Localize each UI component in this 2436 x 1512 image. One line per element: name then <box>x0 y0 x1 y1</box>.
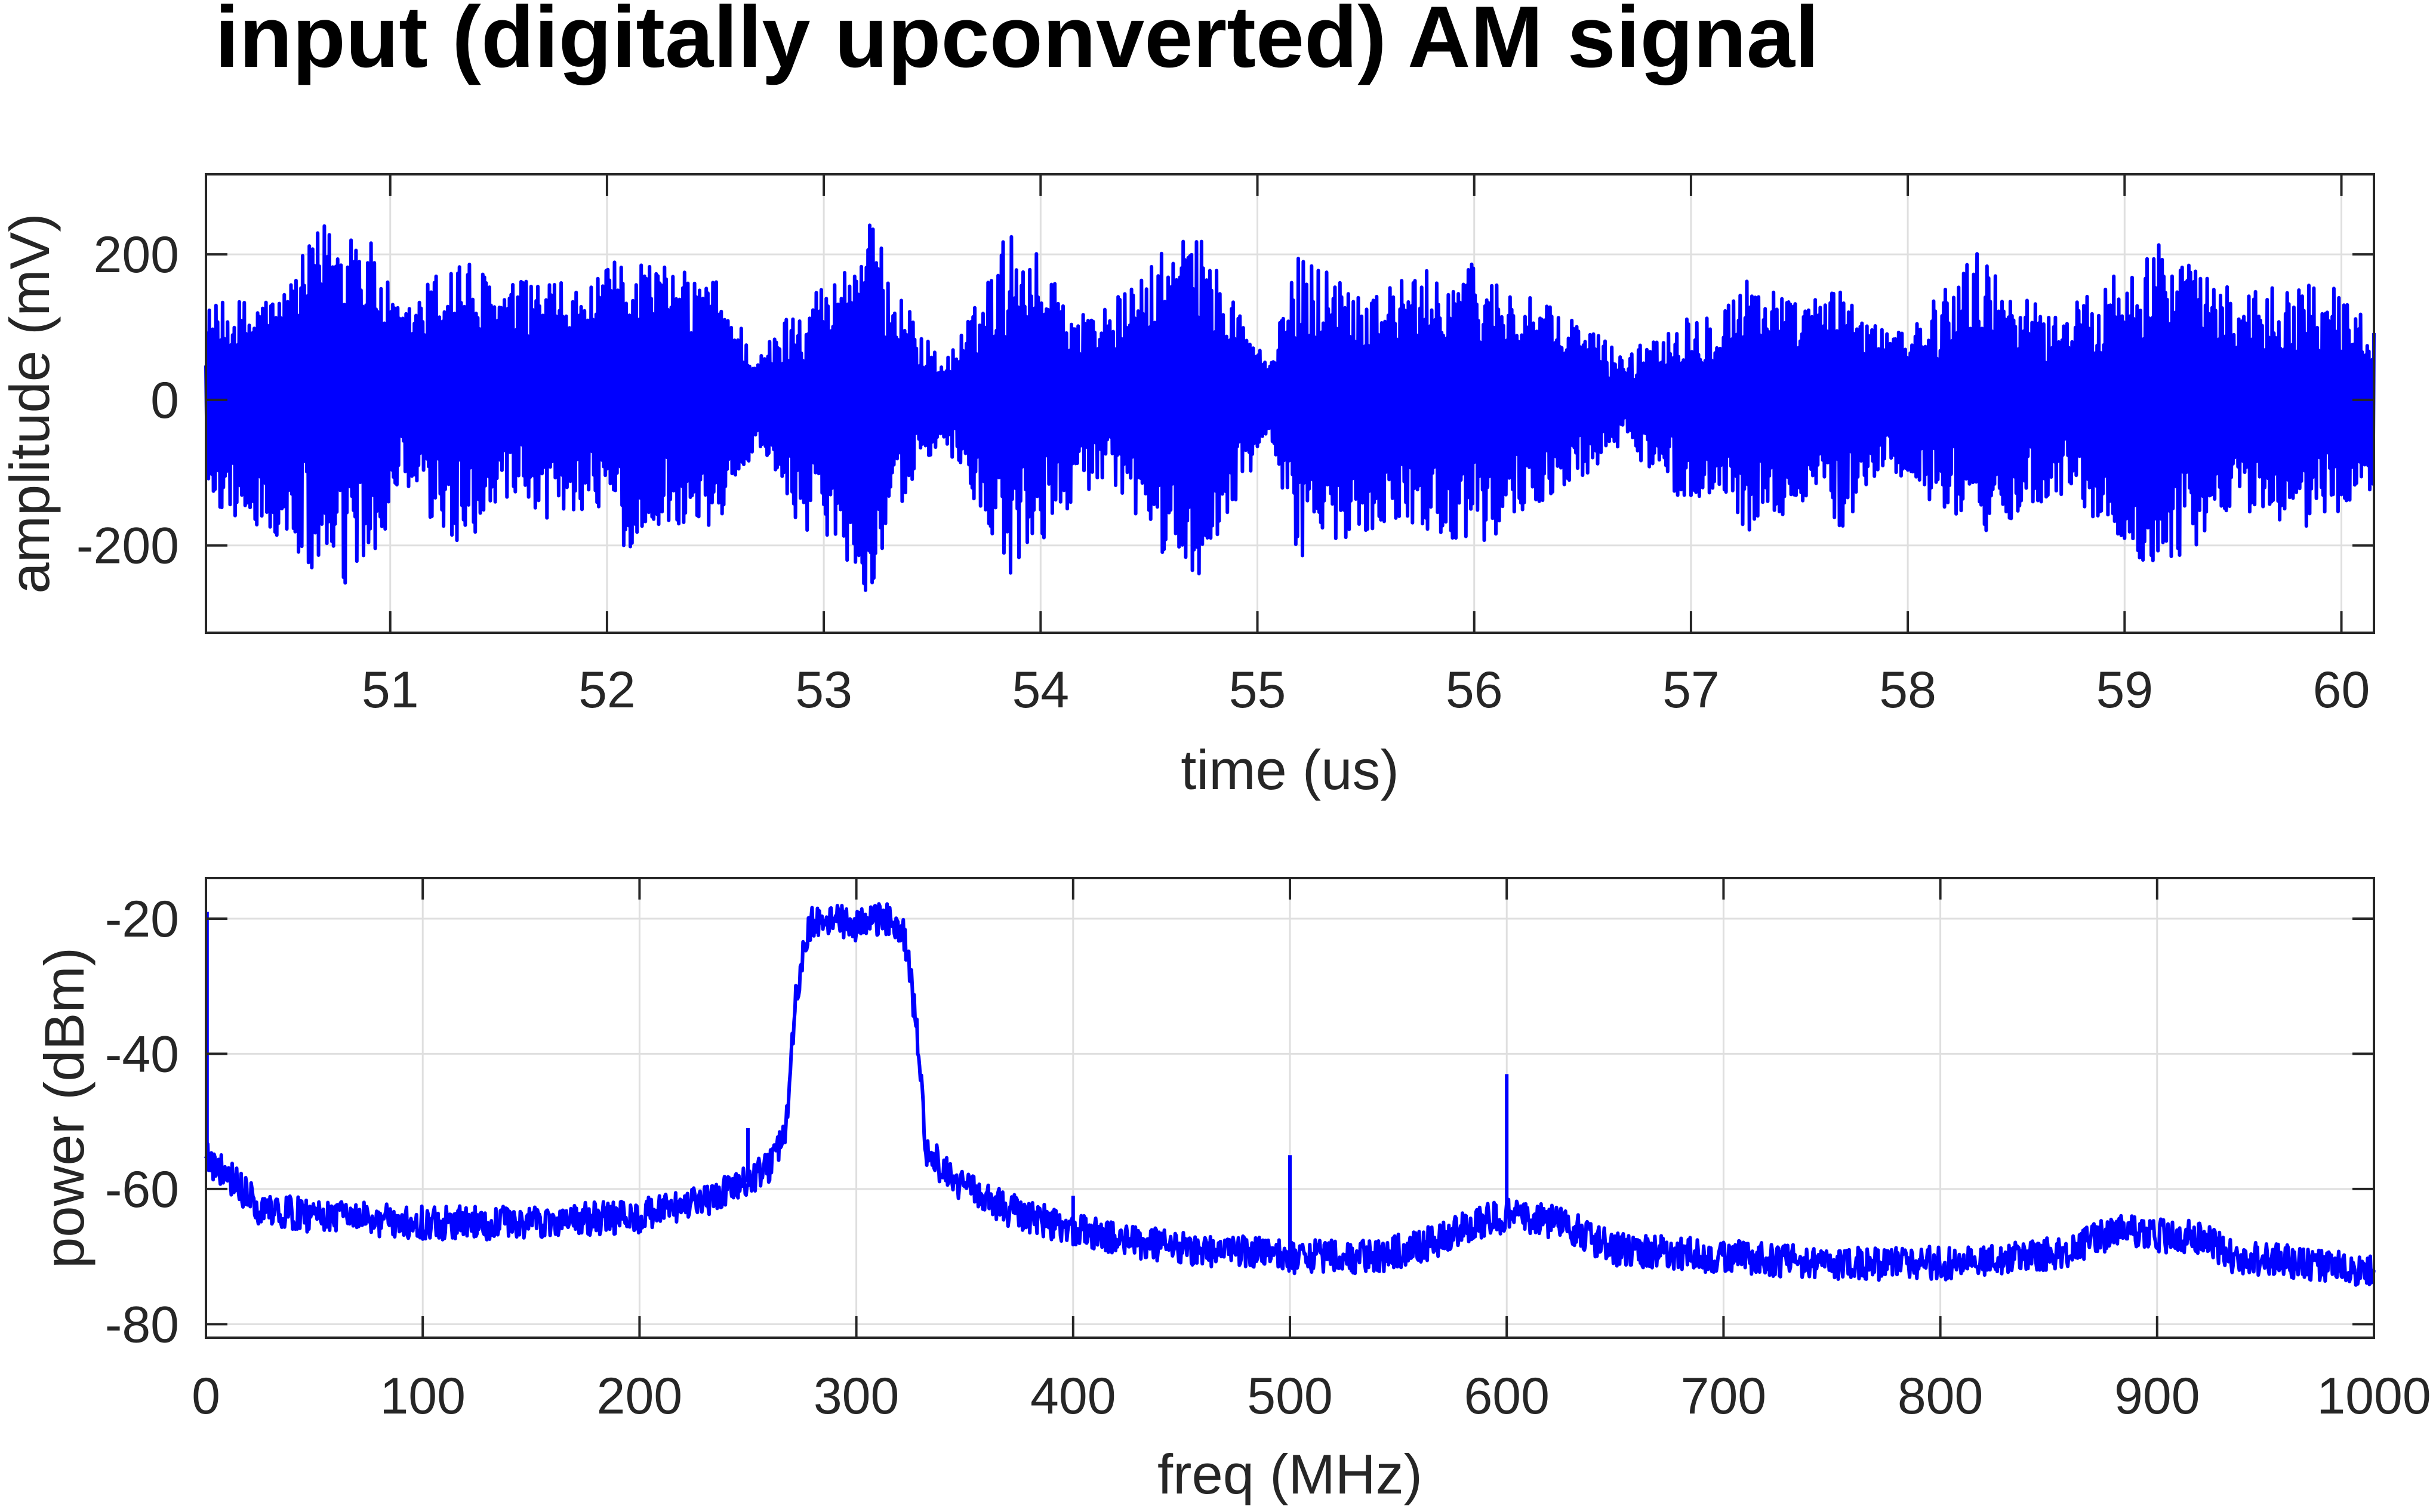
spectrum-plot-ticks: 0 100 200 300 400 500 600 700 800 900 1000 -80 -60 -4… <box>105 878 2431 1425</box>
time-plot-y-tick-label: -200 <box>76 518 179 575</box>
time-plot-x-tick-label: 55 <box>1229 661 1286 719</box>
spectrum-plot-y-tick-label: -20 <box>105 891 179 948</box>
time-plot-x-tick-label: 54 <box>1012 661 1069 719</box>
figure-title: input (digitally upconverted) AM signal <box>215 0 1819 85</box>
time-plot-x-tick-label: 56 <box>1446 661 1503 719</box>
spectrum-plot-x-tick-label: 100 <box>380 1368 466 1425</box>
spectrum-plot-x-tick-label: 800 <box>1898 1368 1984 1425</box>
time-plot-x-tick-label: 60 <box>2313 661 2370 719</box>
time-plot-x-tick-label: 59 <box>2096 661 2153 719</box>
time-plot-series <box>204 223 2376 592</box>
time-domain-plot: 51 52 53 54 55 56 57 58 59 60 -200 0 200 time (us) a… <box>0 173 2376 801</box>
time-signal-line <box>204 223 2376 592</box>
time-plot-x-tick-label: 57 <box>1662 661 1720 719</box>
time-plot-y-tick-label: 0 <box>150 372 179 429</box>
spectrum-plot-y-tick-label: -60 <box>105 1161 179 1218</box>
time-plot-x-tick-label: 51 <box>362 661 419 719</box>
spectrum-plot-x-tick-label: 1000 <box>2317 1368 2431 1425</box>
spectrum-plot-x-tick-label: 700 <box>1681 1368 1767 1425</box>
spectrum-plot-y-tick-label: -40 <box>105 1026 179 1083</box>
spectrum-plot-y-axis-label: power (dBm) <box>33 947 96 1268</box>
spectrum-plot-x-axis-label: freq (MHz) <box>1157 1443 1422 1505</box>
time-plot-x-tick-label: 53 <box>795 661 852 719</box>
spectrum-plot-x-tick-label: 0 <box>192 1368 220 1425</box>
spectrum-plot: 0 100 200 300 400 500 600 700 800 900 1000 -80 -60 -4… <box>33 877 2431 1505</box>
spectrum-plot-x-tick-label: 400 <box>1030 1368 1116 1425</box>
spectrum-plot-y-tick-label: -80 <box>105 1296 179 1353</box>
time-plot-x-axis-label: time (us) <box>1181 738 1399 801</box>
spectrum-plot-x-tick-label: 500 <box>1247 1368 1333 1425</box>
spectrum-plot-x-tick-label: 300 <box>814 1368 900 1425</box>
spectrum-plot-x-tick-label: 900 <box>2114 1368 2200 1425</box>
time-plot-y-axis-label: amplitude (mV) <box>0 213 61 593</box>
time-plot-frame <box>205 173 2375 634</box>
time-plot-x-tick-label: 58 <box>1879 661 1936 719</box>
time-plot-x-tick-label: 52 <box>578 661 636 719</box>
spectrum-plot-grid <box>205 878 2375 1338</box>
time-plot-y-tick-label: 200 <box>94 226 180 284</box>
spectrum-plot-x-tick-label: 200 <box>597 1368 683 1425</box>
time-plot-ticks: 51 52 53 54 55 56 57 58 59 60 -200 0 200 <box>76 174 2374 719</box>
spectrum-plot-x-tick-label: 600 <box>1464 1368 1550 1425</box>
